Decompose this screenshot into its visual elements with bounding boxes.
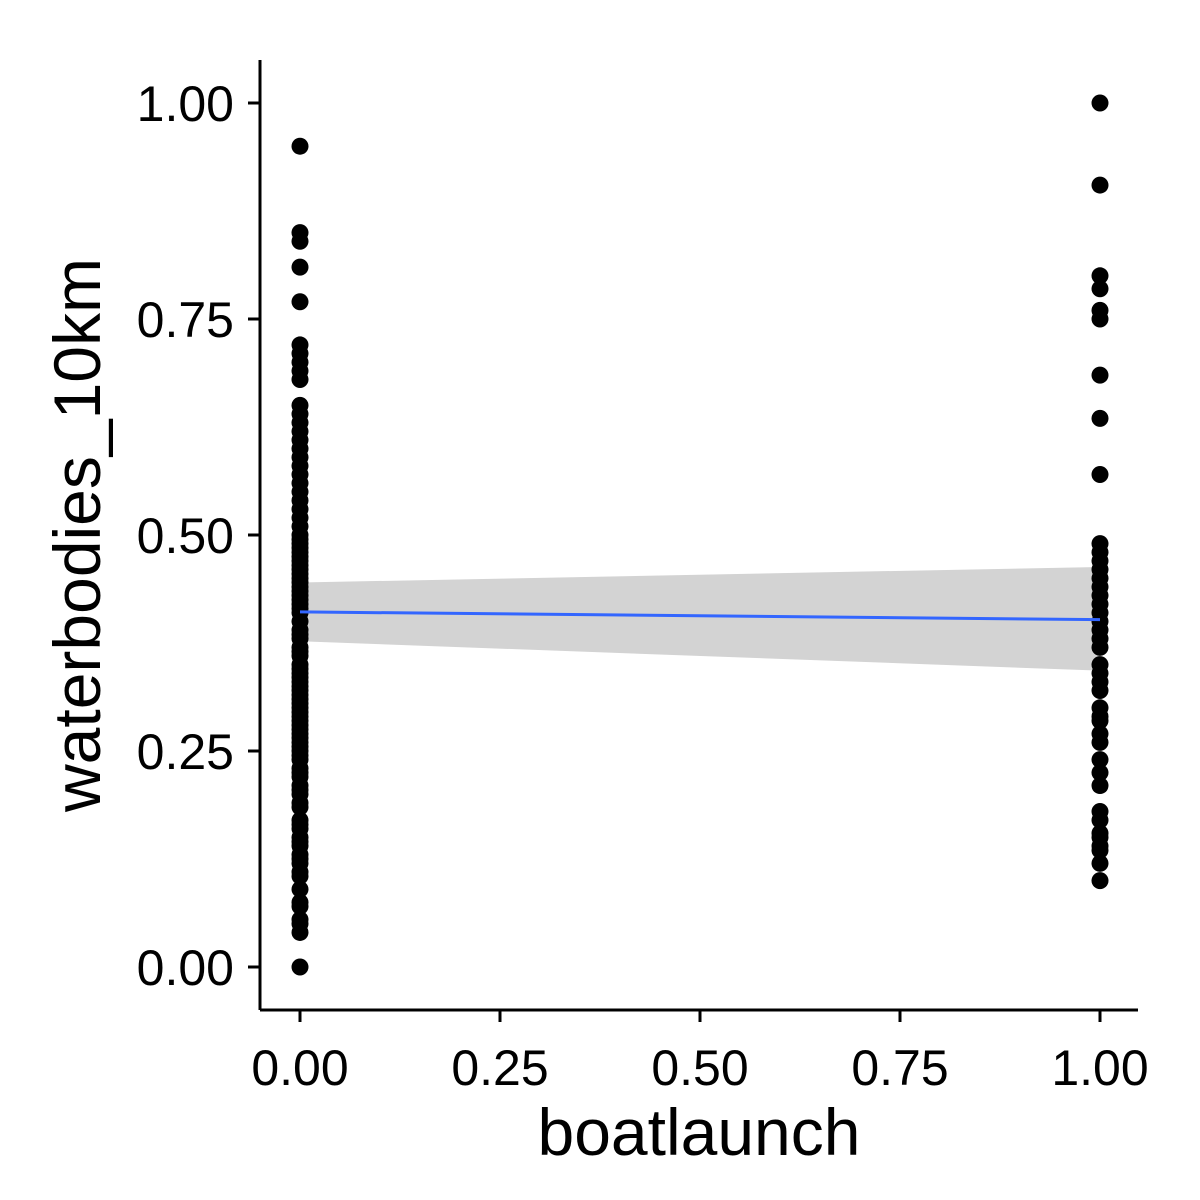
data-point <box>1091 267 1109 285</box>
y-axis-ticks: 0.00 0.25 0.50 0.75 1.00 <box>137 76 260 996</box>
y-tick-label: 1.00 <box>137 76 234 132</box>
x-tick-label: 1.00 <box>1051 1040 1148 1096</box>
fit-line-layer <box>299 610 1101 622</box>
data-point <box>291 880 309 898</box>
x-axis-ticks: 0.00 0.25 0.50 0.75 1.00 <box>251 1010 1149 1096</box>
fit-line <box>299 610 1101 622</box>
x-tick-label: 0.00 <box>251 1040 348 1096</box>
confidence-band <box>300 566 1100 671</box>
data-point <box>291 258 309 276</box>
y-tick-label: 0.50 <box>137 508 234 564</box>
y-tick-label: 0.00 <box>137 940 234 996</box>
data-point <box>1091 854 1109 872</box>
data-point <box>291 137 309 155</box>
x-axis-title: boatlaunch <box>538 1095 861 1169</box>
data-point <box>291 815 309 833</box>
y-tick-label: 0.25 <box>137 724 234 780</box>
axes <box>258 60 1138 1012</box>
data-point <box>1091 872 1109 890</box>
data-point <box>291 293 309 311</box>
data-point <box>1091 409 1109 427</box>
data-point <box>1091 699 1109 717</box>
data-point <box>1091 301 1109 319</box>
data-point <box>291 910 309 928</box>
data-point <box>291 781 309 799</box>
data-point <box>1091 366 1109 384</box>
data-point <box>1091 802 1109 820</box>
data-point <box>291 867 309 885</box>
x-tick-label: 0.75 <box>851 1040 948 1096</box>
data-point <box>291 850 309 868</box>
data-point <box>1091 777 1109 795</box>
data-point <box>1091 656 1109 674</box>
data-point <box>1091 466 1109 484</box>
data-point <box>291 958 309 976</box>
data-point <box>1091 94 1109 112</box>
x-tick-label: 0.25 <box>451 1040 548 1096</box>
data-point <box>1091 712 1109 730</box>
y-axis-title: waterbodies_10km <box>40 258 114 813</box>
data-point <box>291 798 309 816</box>
x-tick-label: 0.50 <box>651 1040 748 1096</box>
data-points-layer <box>291 94 1109 976</box>
data-point <box>1091 535 1109 553</box>
y-tick-label: 0.75 <box>137 292 234 348</box>
data-point <box>291 833 309 851</box>
data-point <box>1091 824 1109 842</box>
data-point <box>291 764 309 782</box>
data-point <box>1091 751 1109 769</box>
data-point <box>1091 280 1109 298</box>
data-point <box>1091 841 1109 859</box>
data-point <box>291 893 309 911</box>
data-point <box>291 224 309 242</box>
data-point <box>291 396 309 414</box>
confidence-band-layer <box>300 566 1100 671</box>
data-point <box>1091 764 1109 782</box>
data-point <box>1091 176 1109 194</box>
data-point <box>291 336 309 354</box>
data-point <box>291 660 309 678</box>
data-point <box>1091 725 1109 743</box>
